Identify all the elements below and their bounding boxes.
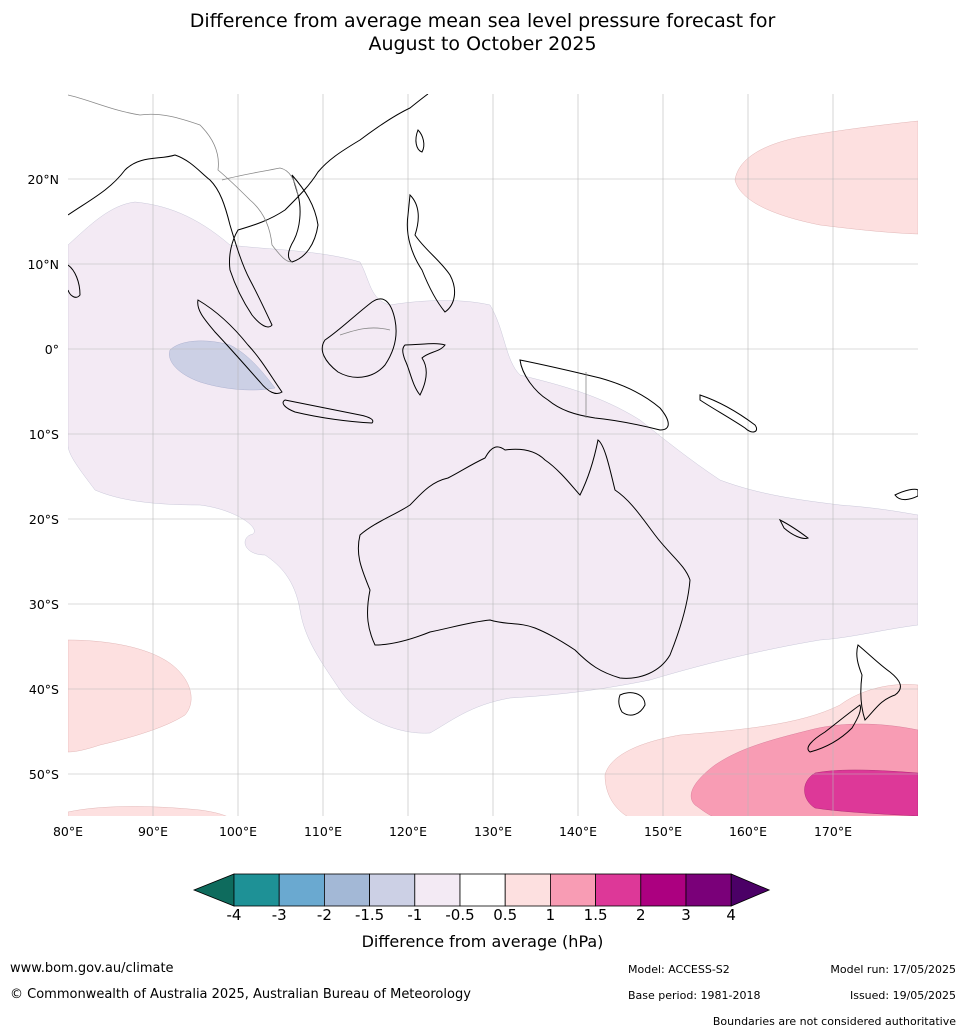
- lon-label: 170°E: [814, 824, 852, 839]
- coast-taiwan: [415, 129, 425, 153]
- colorbar-segment: [550, 873, 597, 907]
- coast-java: [282, 399, 374, 424]
- colorbar-tick-label: -1: [407, 906, 423, 924]
- title-line-1: Difference from average mean sea level p…: [189, 10, 776, 32]
- colorbar-tick-label: 4: [726, 906, 736, 924]
- lat-label: 10°S: [29, 427, 59, 442]
- colorbar-segment: [278, 873, 325, 907]
- lon-label: 140°E: [559, 824, 597, 839]
- anomaly-fields: [68, 94, 918, 816]
- lat-label: 40°S: [29, 682, 59, 697]
- colorbar-segment: [233, 873, 280, 907]
- anomaly-region-southern-strip: [68, 806, 227, 816]
- colorbar-tick-label: 1.5: [583, 906, 608, 924]
- lon-label: 100°E: [219, 824, 257, 839]
- lat-label: 20°S: [29, 512, 59, 527]
- latitude-labels: 20°N 10°N 0° 10°S 20°S 30°S 40°S 50°S: [27, 172, 59, 782]
- graticule: [68, 94, 918, 816]
- colorbar-tick-label: -2: [316, 906, 332, 924]
- lon-label: 130°E: [474, 824, 512, 839]
- lon-label: 110°E: [304, 824, 342, 839]
- colorbar-tick-label: -3: [271, 906, 287, 924]
- colorbar-tick-label: 2: [636, 906, 646, 924]
- lat-label: 0°: [45, 342, 59, 357]
- title-line-2: August to October 2025: [368, 33, 597, 55]
- colorbar-tick-label: 3: [681, 906, 691, 924]
- lat-label: 50°S: [29, 767, 59, 782]
- anomaly-region-southwest-indian: [68, 639, 192, 753]
- base-period-text: Base period: 1981-2018: [628, 989, 761, 1002]
- colorbar-segment: [685, 873, 732, 907]
- anomaly-region-positive-2: [804, 769, 918, 816]
- anomaly-region-moderate-negative: [169, 340, 276, 391]
- colorbar-extend-low: [192, 873, 235, 907]
- coast-new-guinea: [519, 359, 669, 431]
- longitude-labels: 80°E 90°E 100°E 110°E 120°E 130°E 140°E …: [53, 824, 852, 839]
- website-link[interactable]: www.bom.gov.au/climate: [10, 961, 174, 976]
- coast-solomon-islands: [699, 394, 758, 433]
- lon-label: 80°E: [53, 824, 83, 839]
- colorbar-tick-label: -1.5: [354, 906, 385, 924]
- borders-borneo: [339, 327, 391, 336]
- model-run-text: Model run: 17/05/2025: [830, 963, 956, 976]
- colorbar-segment: [369, 873, 416, 907]
- coast-new-zealand-south: [807, 704, 861, 753]
- coast-new-caledonia: [778, 518, 810, 539]
- colorbar-tick-label: -4: [226, 906, 242, 924]
- coast-india: [68, 264, 81, 298]
- lon-label: 90°E: [138, 824, 168, 839]
- colorbar-extend-high: [730, 873, 771, 907]
- colorbar-label: Difference from average (hPa): [361, 932, 604, 951]
- coast-southeast-asia: [68, 94, 429, 328]
- coast-tasmania: [618, 692, 646, 716]
- coast-philippines: [406, 193, 456, 313]
- lat-label: 10°N: [27, 257, 59, 272]
- lon-label: 150°E: [644, 824, 682, 839]
- copyright-text: © Commonwealth of Australia 2025, Austra…: [10, 987, 471, 1002]
- map-title: Difference from average mean sea level p…: [0, 10, 965, 56]
- coast-borneo: [321, 298, 397, 378]
- colorbar: [192, 873, 771, 907]
- issued-text: Issued: 19/05/2025: [849, 989, 956, 1002]
- colorbar-segment: [323, 873, 370, 907]
- colorbar-tick-label: 1: [545, 906, 556, 924]
- colorbar-tick-label: -0.5: [445, 906, 475, 924]
- colorbar-segment: [414, 873, 461, 907]
- coast-sulawesi: [402, 343, 446, 396]
- coast-sumatra: [197, 299, 283, 395]
- anomaly-region-north-pacific: [734, 120, 918, 235]
- coast-vietnam: [287, 174, 319, 263]
- lat-label: 30°S: [29, 597, 59, 612]
- colorbar-segment: [459, 873, 506, 907]
- model-text: Model: ACCESS-S2: [628, 963, 730, 976]
- colorbar-segment: [595, 873, 642, 907]
- lon-label: 120°E: [389, 824, 427, 839]
- colorbar-segment: [504, 873, 551, 907]
- colorbar-segment: [640, 873, 687, 907]
- lon-label: 160°E: [729, 824, 767, 839]
- country-borders: [68, 94, 587, 418]
- colorbar-tick-label: 0.5: [493, 906, 518, 924]
- coast-fiji: [894, 488, 918, 501]
- lat-label: 20°N: [27, 172, 59, 187]
- disclaimer-text: Boundaries are not considered authoritat…: [712, 1015, 956, 1028]
- borders-indochina: [221, 167, 299, 196]
- borders-mainland-asia: [68, 94, 293, 263]
- coast-new-zealand-north: [856, 644, 901, 721]
- coast-australia: [357, 439, 691, 679]
